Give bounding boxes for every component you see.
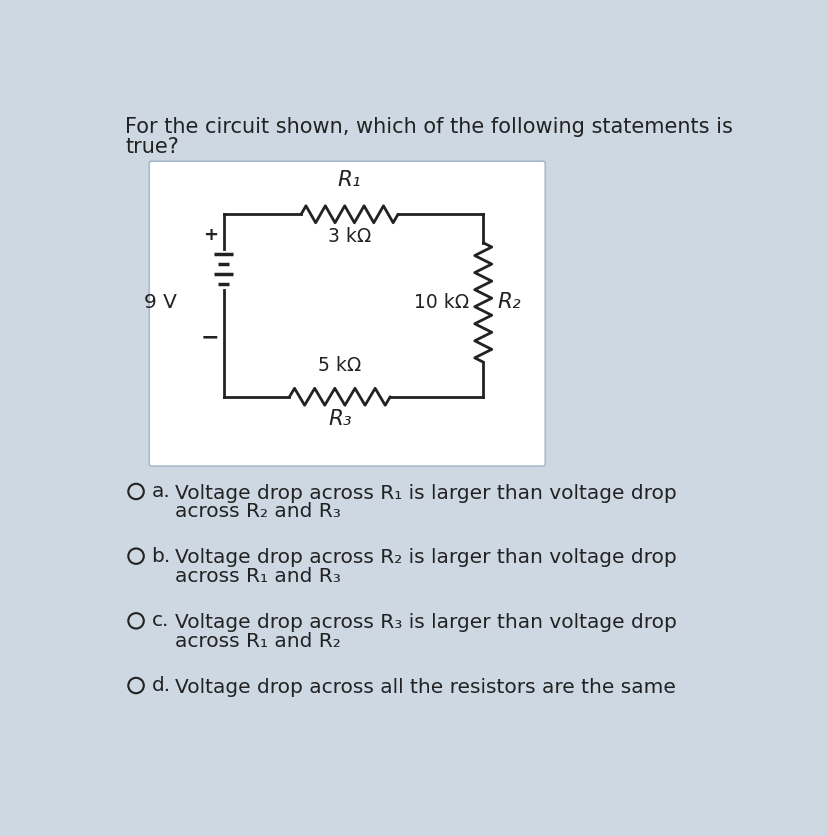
Text: a.: a.: [151, 482, 170, 501]
Text: across R₁ and R₂: across R₁ and R₂: [174, 632, 340, 650]
Text: c.: c.: [151, 611, 169, 630]
Text: Voltage drop across R₂ is larger than voltage drop: Voltage drop across R₂ is larger than vo…: [174, 548, 676, 568]
Text: b.: b.: [151, 547, 170, 566]
Text: R₃: R₃: [327, 409, 351, 429]
Text: true?: true?: [125, 137, 179, 157]
Text: Voltage drop across all the resistors are the same: Voltage drop across all the resistors ar…: [174, 678, 675, 697]
Text: For the circuit shown, which of the following statements is: For the circuit shown, which of the foll…: [125, 117, 732, 137]
Text: Voltage drop across R₁ is larger than voltage drop: Voltage drop across R₁ is larger than vo…: [174, 484, 676, 502]
Text: across R₂ and R₃: across R₂ and R₃: [174, 502, 340, 522]
Text: +: +: [203, 226, 218, 244]
Text: R₁: R₁: [337, 170, 361, 190]
Text: Voltage drop across R₃ is larger than voltage drop: Voltage drop across R₃ is larger than vo…: [174, 613, 676, 632]
Text: −: −: [201, 328, 219, 348]
Text: d.: d.: [151, 676, 170, 695]
FancyBboxPatch shape: [149, 161, 545, 466]
Text: 3 kΩ: 3 kΩ: [327, 227, 370, 246]
Text: R₂: R₂: [496, 293, 520, 313]
Text: 9 V: 9 V: [144, 293, 177, 312]
Text: across R₁ and R₃: across R₁ and R₃: [174, 567, 340, 586]
Text: 5 kΩ: 5 kΩ: [318, 356, 361, 375]
Text: 10 kΩ: 10 kΩ: [414, 293, 469, 312]
